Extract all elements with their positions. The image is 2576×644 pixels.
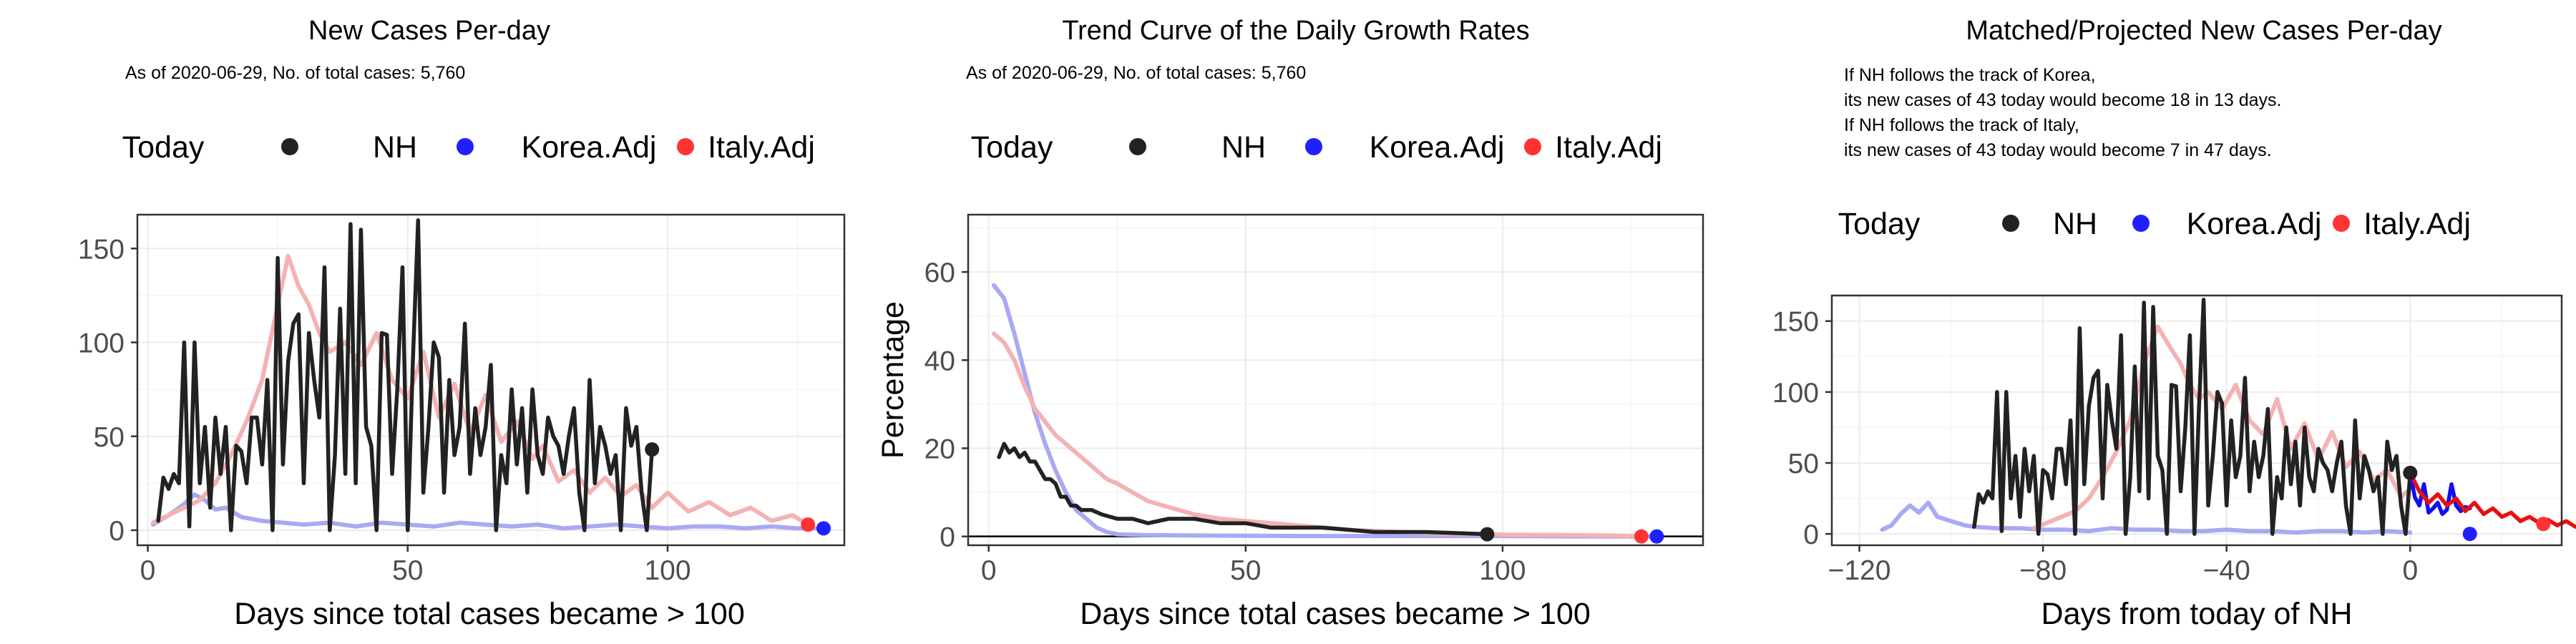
series-line-italy-adj — [150, 253, 811, 527]
series-line-korea-adj-projected — [2408, 471, 2472, 517]
plot-background — [968, 215, 1703, 545]
y-tick-label: 40 — [924, 346, 955, 376]
x-tick-label: 100 — [1479, 555, 1526, 586]
plot-border — [136, 213, 846, 547]
chart-svg: Matched/Projected New Cases Per-day If NH… — [1772, 16, 2576, 631]
series-line-nh — [997, 441, 1490, 537]
legend-label: Italy.Adj — [708, 130, 815, 165]
x-tick-label: 0 — [981, 555, 997, 586]
legend-label: Korea.Adj — [2187, 207, 2322, 241]
y-tick-label: 100 — [78, 328, 125, 359]
x-tick-label: 100 — [644, 555, 691, 586]
series-line-italy-adj-projected — [2408, 471, 2576, 529]
today-point-korea-adj — [1649, 529, 1664, 544]
today-point-nh — [645, 442, 660, 457]
y-tick-label: 20 — [924, 434, 955, 464]
chart-title: Matched/Projected New Cases Per-day — [1966, 16, 2441, 46]
y-tick-label: 150 — [1772, 307, 1819, 338]
legend-key-dot — [1305, 138, 1322, 155]
y-tick-label: 0 — [940, 522, 955, 553]
y-tick-label: 50 — [1788, 449, 1819, 479]
x-tick-label: 0 — [2402, 555, 2418, 586]
series-line-korea-adj — [150, 492, 821, 531]
series-line-korea-adj-matched — [1880, 500, 2413, 535]
y-tick-label: 150 — [78, 234, 125, 265]
y-tick-label: 0 — [1803, 519, 1819, 550]
legend-title: Today — [122, 130, 205, 165]
chart-title: Trend Curve of the Daily Growth Rates — [1062, 16, 1529, 46]
legend-label: NH — [2053, 207, 2097, 241]
chart-subtitle-line: its new cases of 43 today would become 7… — [1844, 140, 2272, 160]
legend: Today NH Korea.Adj Italy.Adj — [971, 130, 1662, 165]
today-point-italy-adj — [1634, 529, 1649, 544]
legend-key-dot — [2132, 215, 2150, 232]
series-line-nh — [156, 218, 654, 532]
chart-svg: Trend Curve of the Daily Growth Rates As … — [876, 16, 1704, 631]
x-tick-label: −40 — [2203, 555, 2250, 586]
legend-key-dot — [677, 138, 694, 155]
legend-key-dot — [1524, 138, 1541, 155]
x-axis-title: Days since total cases became > 100 — [234, 597, 744, 631]
today-point-italy-adj — [2536, 517, 2551, 532]
chart-subtitle-line: As of 2020-06-29, No. of total cases: 5,… — [125, 63, 465, 83]
chart-subtitle-line: its new cases of 43 today would become 1… — [1844, 90, 2281, 110]
y-axis-title: Percentage — [876, 301, 910, 459]
chart-title: New Cases Per-day — [308, 16, 550, 46]
legend: Today NH Korea.Adj Italy.Adj — [122, 130, 815, 165]
y-tick-label: 100 — [1772, 378, 1819, 409]
today-point-nh — [1480, 527, 1495, 542]
legend-key-dot — [281, 138, 298, 155]
today-point-nh — [2403, 465, 2418, 480]
x-tick-label: 50 — [1230, 555, 1261, 586]
series-line-korea-adj — [991, 283, 1659, 539]
chart-panel-projected-cases: Matched/Projected New Cases Per-day If NH… — [1717, 0, 2576, 644]
x-tick-label: −80 — [2019, 555, 2067, 586]
legend-label: Italy.Adj — [1555, 130, 1662, 165]
today-point-korea-adj — [816, 521, 831, 536]
legend-key-dot — [1129, 138, 1146, 155]
legend-label: Korea.Adj — [522, 130, 657, 165]
chart-subtitle-line: If NH follows the track of Korea, — [1844, 65, 2096, 85]
plot-border — [967, 213, 1704, 547]
x-axis-title: Days from today of NH — [2041, 597, 2353, 631]
legend-title: Today — [971, 130, 1053, 165]
y-tick-label: 0 — [109, 516, 125, 547]
chart-subtitle-line: If NH follows the track of Italy, — [1844, 115, 2079, 135]
x-tick-label: −120 — [1828, 555, 1891, 586]
today-point-italy-adj — [801, 517, 816, 532]
y-tick-label: 60 — [924, 258, 955, 288]
chart-subtitle-line: As of 2020-06-29, No. of total cases: 5,… — [966, 63, 1306, 83]
legend-key-dot — [457, 138, 474, 155]
x-tick-label: 50 — [392, 555, 423, 586]
legend-label: Italy.Adj — [2363, 207, 2471, 241]
legend-key-dot — [2333, 215, 2350, 232]
today-point-korea-adj — [2462, 527, 2477, 542]
y-tick-label: 50 — [94, 422, 125, 453]
x-axis-title: Days since total cases became > 100 — [1080, 597, 1590, 631]
chart-svg: New Cases Per-day As of 2020-06-29, No. o… — [78, 16, 846, 631]
legend-label: Korea.Adj — [1370, 130, 1505, 165]
legend: Today NH Korea.Adj Italy.Adj — [1838, 207, 2471, 241]
legend-label: NH — [1221, 130, 1266, 165]
x-tick-label: 0 — [140, 555, 156, 586]
legend-label: NH — [373, 130, 417, 165]
chart-panel-growth-rates: Trend Curve of the Daily Growth Rates As … — [859, 0, 1717, 644]
legend-title: Today — [1838, 207, 1921, 241]
chart-panel-new-cases: New Cases Per-day As of 2020-06-29, No. o… — [0, 0, 859, 644]
series-line-nh — [1972, 298, 2413, 536]
legend-key-dot — [2002, 215, 2019, 232]
plot-border — [1830, 294, 2563, 547]
